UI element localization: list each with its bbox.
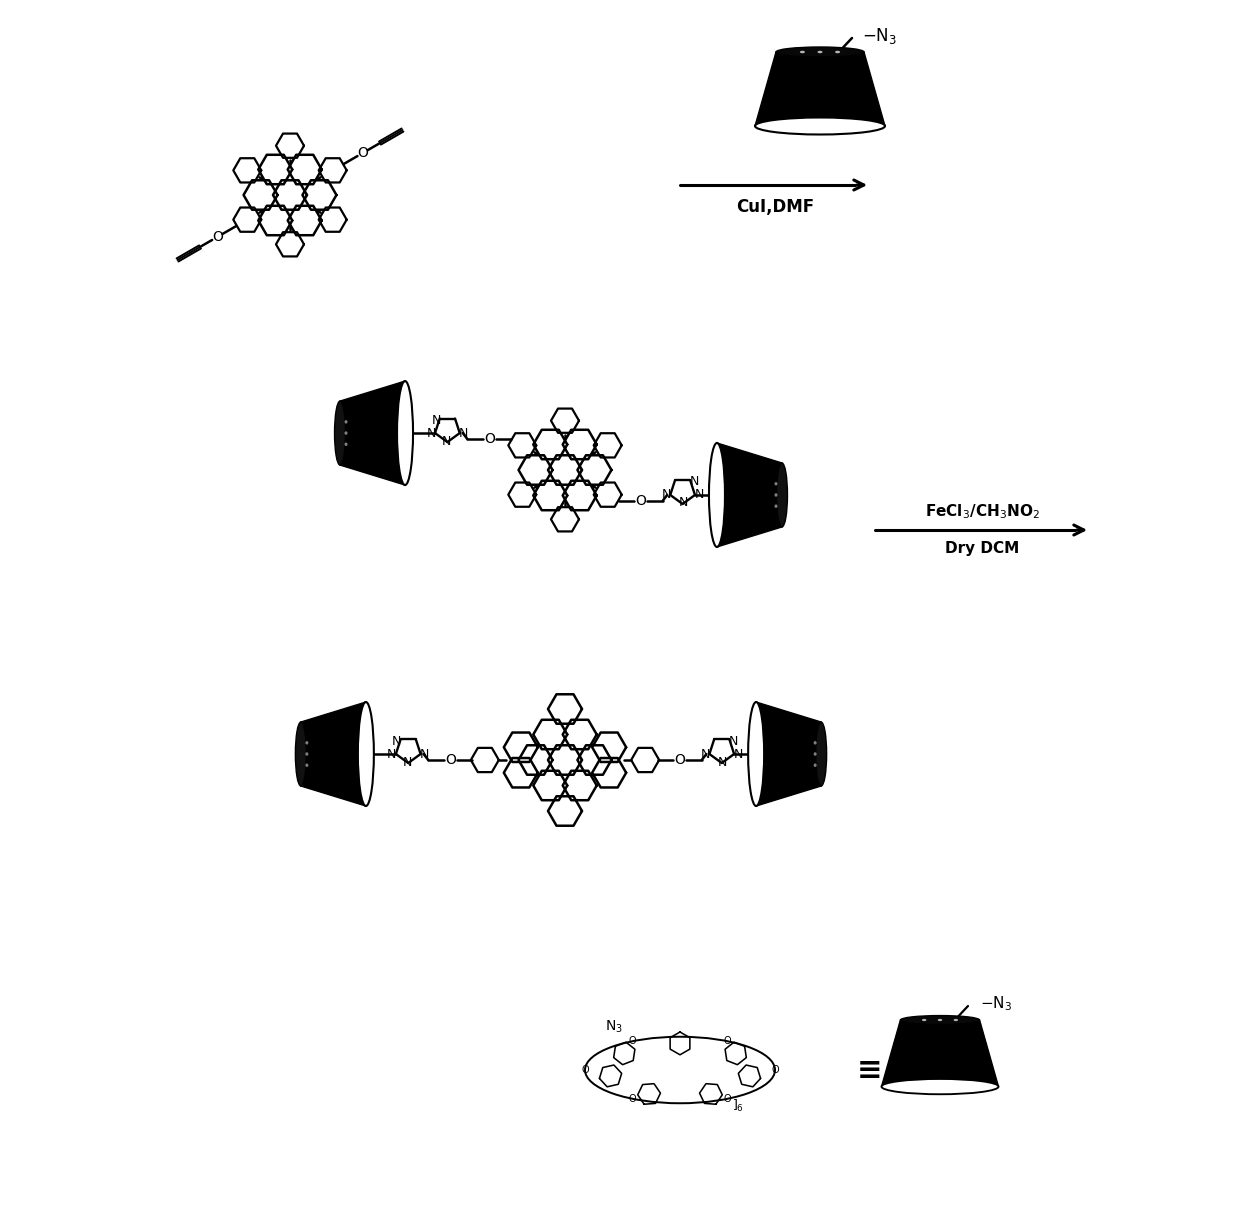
Text: $\mathsf{-N_3}$: $\mathsf{-N_3}$ xyxy=(980,995,1012,1013)
Text: O: O xyxy=(724,1094,732,1103)
Ellipse shape xyxy=(345,432,347,435)
Text: N: N xyxy=(441,434,451,447)
Text: N$_3$: N$_3$ xyxy=(605,1019,622,1036)
Ellipse shape xyxy=(295,722,306,786)
Ellipse shape xyxy=(358,702,374,806)
Ellipse shape xyxy=(305,740,309,744)
Polygon shape xyxy=(717,443,782,548)
Text: N: N xyxy=(420,748,429,761)
Text: CuI,DMF: CuI,DMF xyxy=(735,198,815,216)
Text: N: N xyxy=(387,748,397,761)
Text: N: N xyxy=(728,734,738,748)
Text: N: N xyxy=(662,488,671,502)
Ellipse shape xyxy=(345,420,347,423)
Text: N: N xyxy=(733,748,743,761)
Ellipse shape xyxy=(900,1015,980,1025)
Ellipse shape xyxy=(835,51,841,53)
Ellipse shape xyxy=(305,763,309,767)
Ellipse shape xyxy=(775,493,777,497)
Text: O: O xyxy=(357,146,368,160)
Ellipse shape xyxy=(776,463,787,527)
Text: O: O xyxy=(629,1036,636,1046)
Text: O: O xyxy=(484,432,495,446)
Ellipse shape xyxy=(775,482,777,486)
Ellipse shape xyxy=(813,763,817,767)
Text: N: N xyxy=(403,755,412,768)
Text: O: O xyxy=(629,1094,636,1103)
Text: N: N xyxy=(689,475,698,488)
Ellipse shape xyxy=(954,1019,959,1021)
Text: O: O xyxy=(582,1065,589,1075)
Ellipse shape xyxy=(921,1019,926,1021)
Text: O: O xyxy=(675,753,686,767)
Text: Dry DCM: Dry DCM xyxy=(945,540,1019,556)
Text: O: O xyxy=(771,1065,779,1075)
Polygon shape xyxy=(756,702,821,806)
Text: N: N xyxy=(701,748,711,761)
Text: O: O xyxy=(724,1036,732,1046)
Ellipse shape xyxy=(813,740,817,744)
Polygon shape xyxy=(882,1020,998,1087)
Ellipse shape xyxy=(775,504,777,508)
Text: N: N xyxy=(432,414,440,427)
Text: O: O xyxy=(445,753,455,767)
Ellipse shape xyxy=(882,1079,998,1094)
Ellipse shape xyxy=(709,443,725,548)
Text: N: N xyxy=(459,427,469,439)
Text: N: N xyxy=(694,488,703,502)
Text: ≡: ≡ xyxy=(857,1055,883,1084)
Text: O: O xyxy=(635,494,646,508)
Text: ]$_6$: ]$_6$ xyxy=(733,1097,744,1114)
Ellipse shape xyxy=(335,402,346,466)
Ellipse shape xyxy=(937,1019,942,1021)
Text: O: O xyxy=(212,230,223,244)
Ellipse shape xyxy=(817,51,822,53)
Polygon shape xyxy=(301,702,366,806)
Ellipse shape xyxy=(755,117,885,135)
Ellipse shape xyxy=(776,47,864,57)
Text: N: N xyxy=(427,427,435,439)
Text: FeCl$_3$/CH$_3$NO$_2$: FeCl$_3$/CH$_3$NO$_2$ xyxy=(925,503,1040,521)
Ellipse shape xyxy=(345,443,347,446)
Ellipse shape xyxy=(800,51,805,53)
Ellipse shape xyxy=(813,753,817,756)
Ellipse shape xyxy=(397,381,413,485)
Text: $\mathsf{-N_3}$: $\mathsf{-N_3}$ xyxy=(862,27,897,46)
Text: N: N xyxy=(718,755,728,768)
Text: N: N xyxy=(680,497,688,509)
Polygon shape xyxy=(340,381,405,485)
Text: N: N xyxy=(392,734,402,748)
Ellipse shape xyxy=(816,722,827,786)
Polygon shape xyxy=(755,52,885,125)
Ellipse shape xyxy=(748,702,764,806)
Ellipse shape xyxy=(305,753,309,756)
